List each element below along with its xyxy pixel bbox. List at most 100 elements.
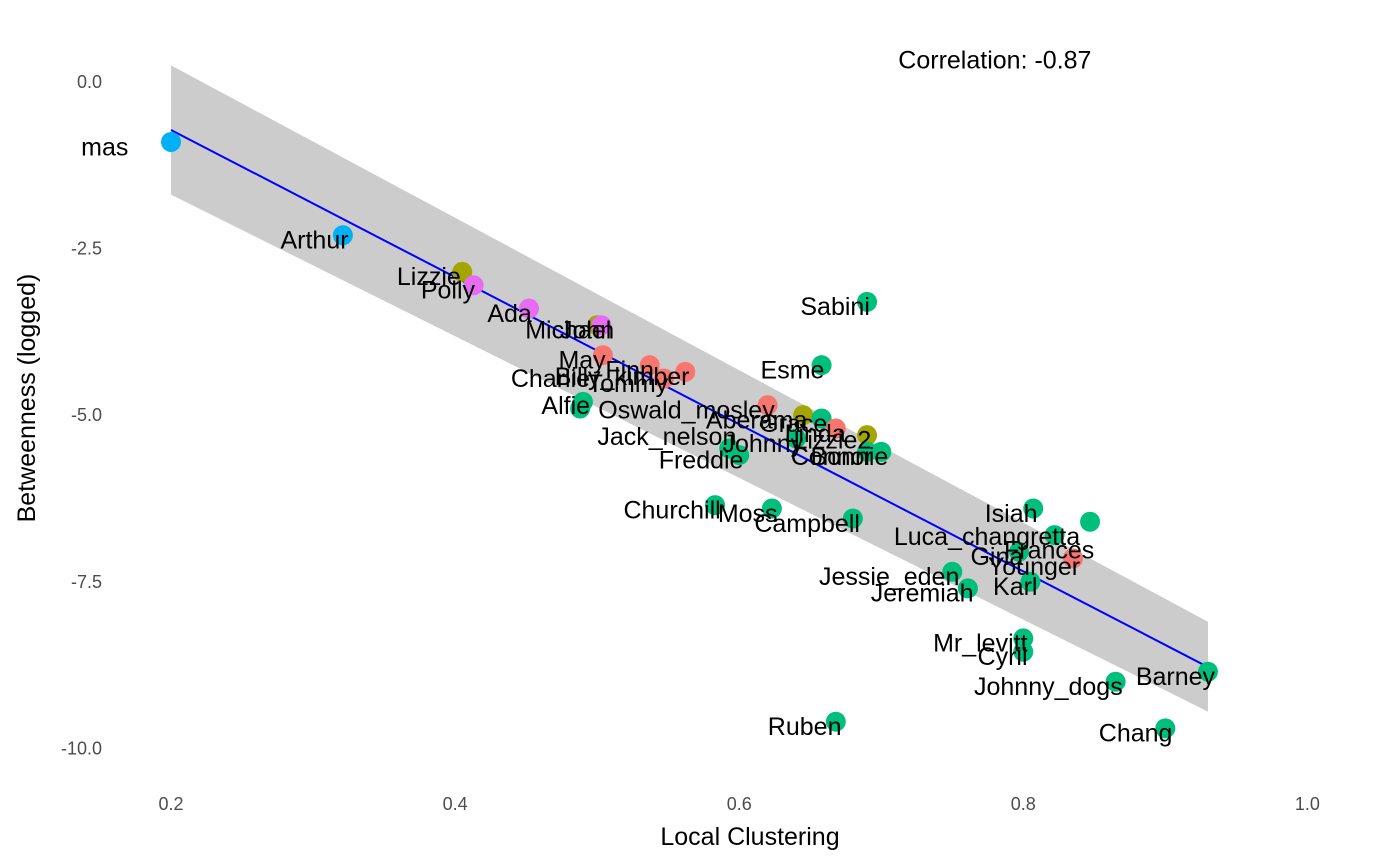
point-label: Charlie <box>511 365 590 393</box>
point-label: Younger <box>988 553 1080 581</box>
y-axis-ticks: 0.0 -2.5 -5.0 -7.5 -10.0 <box>61 72 102 758</box>
point-label: Luca_changretta <box>894 523 1080 551</box>
data-point <box>942 561 963 582</box>
data-point <box>811 408 832 429</box>
point-label: Churchill <box>623 496 720 524</box>
point-label: Campbell <box>754 510 860 538</box>
data-point <box>786 428 807 449</box>
point-label: Oswald_mosley <box>598 396 775 424</box>
point-label: Moss <box>718 500 778 528</box>
point-label: Ada <box>487 300 532 328</box>
point-label: Connor <box>791 443 873 471</box>
data-point <box>842 508 863 529</box>
point-label: Gina <box>970 543 1023 571</box>
data-point <box>1009 541 1030 562</box>
point-label: Grace <box>759 410 827 438</box>
data-point <box>591 315 612 336</box>
data-point <box>871 441 892 462</box>
data-point <box>639 355 660 376</box>
data-point <box>825 711 846 732</box>
data-point <box>957 578 978 599</box>
y-tick-label: -7.5 <box>71 572 102 592</box>
point-label: Johnny <box>723 430 804 458</box>
point-label: Ruben <box>768 713 842 741</box>
point-label: Esme <box>761 357 825 385</box>
data-point <box>1013 641 1034 662</box>
data-point <box>857 425 878 446</box>
x-tick-label: 1.0 <box>1295 794 1320 814</box>
point-label: Tommy <box>588 370 669 398</box>
y-tick-label: -5.0 <box>71 405 102 425</box>
confidence-band <box>171 65 1208 712</box>
point-label: Aberama <box>706 406 808 434</box>
point-label: May <box>558 347 606 375</box>
x-tick-label: 0.8 <box>1011 794 1036 814</box>
data-point <box>1063 548 1084 569</box>
point-label: Jack_nelson <box>597 423 736 451</box>
point-label: Billy_kimber <box>555 363 690 391</box>
point-label: Frances <box>1004 536 1094 564</box>
data-point <box>857 441 878 462</box>
point-label: Chang <box>1099 720 1173 748</box>
data-point <box>1080 511 1101 532</box>
point-label: Isiah <box>985 500 1038 528</box>
data-point <box>757 395 778 416</box>
point-label: Finn <box>605 357 654 385</box>
data-point <box>793 405 814 426</box>
point-label: Arthur <box>280 227 348 255</box>
data-point <box>161 131 182 152</box>
data-point <box>1105 671 1126 692</box>
data-point <box>1197 661 1218 682</box>
data-point <box>653 368 674 389</box>
point-label: Mr_levitt <box>933 630 1028 658</box>
point-label: Alfie <box>541 392 590 420</box>
point-label: Jeremiah <box>871 580 974 608</box>
point-label: Lizzie <box>397 263 461 291</box>
point-label: Karl <box>993 573 1037 601</box>
point-label: Polly <box>421 277 476 305</box>
data-point <box>761 498 782 519</box>
data-point <box>1155 718 1176 739</box>
data-point <box>857 291 878 312</box>
point-label: Jessie_eden <box>819 563 959 591</box>
point-label: mas <box>81 133 128 161</box>
data-point <box>518 298 539 319</box>
point-label: Michael <box>525 317 611 345</box>
point-label: Cyril <box>978 643 1028 671</box>
data-point <box>1044 525 1065 546</box>
point-label: Johnny_dogs <box>974 673 1123 701</box>
data-point <box>570 398 591 419</box>
data-point <box>452 261 473 282</box>
data-point <box>675 361 696 382</box>
point-label: Barney <box>1136 663 1216 691</box>
point-label: Freddie <box>659 446 744 474</box>
points-layer <box>161 131 1218 739</box>
point-label: John <box>560 317 614 345</box>
data-point <box>463 275 484 296</box>
data-point <box>811 355 832 376</box>
x-tick-label: 0.4 <box>443 794 468 814</box>
y-axis-title: Betweenness (logged) <box>13 274 41 523</box>
data-point <box>1020 571 1041 592</box>
point-label: Sabini <box>800 293 870 321</box>
x-tick-label: 0.6 <box>727 794 752 814</box>
data-point <box>825 418 846 439</box>
point-label: Lizzie2 <box>793 426 871 454</box>
data-point <box>729 445 750 466</box>
data-point <box>1023 498 1044 519</box>
y-tick-label: 0.0 <box>77 72 102 92</box>
x-axis-ticks: 0.2 0.4 0.6 0.8 1.0 <box>159 794 1320 814</box>
data-point <box>705 495 726 516</box>
point-label: Linda <box>785 420 846 448</box>
confidence-band-layer <box>171 65 1208 712</box>
y-tick-label: -2.5 <box>71 239 102 259</box>
data-point <box>332 225 353 246</box>
x-axis-title: Local Clustering <box>660 823 839 851</box>
correlation-annotation: Correlation: -0.87 <box>898 47 1091 75</box>
y-tick-label: -10.0 <box>61 738 102 758</box>
x-tick-label: 0.2 <box>159 794 184 814</box>
point-label: Bonnie <box>810 443 888 471</box>
data-point <box>592 345 613 366</box>
